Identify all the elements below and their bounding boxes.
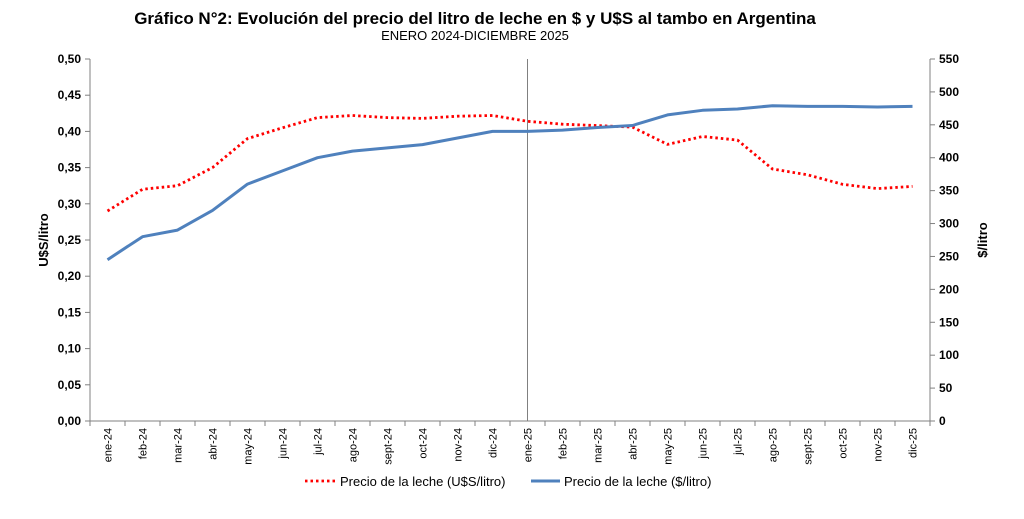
y-right-tick-label: 450 (939, 118, 959, 132)
x-tick-label: feb-25 (558, 428, 570, 459)
x-tick-label: ago-24 (348, 428, 360, 462)
x-tick-label: oct-25 (838, 428, 850, 459)
x-tick-label: mar-25 (593, 428, 605, 463)
legend-label: Precio de la leche (U$S/litro) (340, 474, 505, 489)
x-tick-label: nov-25 (873, 428, 885, 462)
series-line-usd (108, 116, 913, 212)
y-right-tick-label: 0 (939, 414, 946, 428)
y-left-tick-label: 0,10 (58, 342, 82, 356)
x-tick-label: ene-25 (523, 428, 535, 462)
y-right-tick-label: 200 (939, 282, 959, 296)
x-tick-label: jul-25 (733, 428, 745, 456)
x-tick-label: oct-24 (418, 428, 430, 459)
y-left-tick-label: 0,40 (58, 124, 82, 138)
x-tick-label: nov-24 (453, 428, 465, 462)
y-left-tick-label: 0,25 (58, 233, 82, 247)
y-left-tick-label: 0,00 (58, 414, 82, 428)
legend-label: Precio de la leche ($/litro) (564, 474, 711, 489)
x-tick-label: may-24 (243, 428, 255, 465)
x-tick-label: dic-24 (488, 428, 500, 458)
x-tick-label: abr-25 (628, 428, 640, 460)
chart-subtitle: ENERO 2024-DICIEMBRE 2025 (381, 28, 569, 43)
y-left-axis-title: U$S/litro (36, 213, 51, 267)
chart-title: Gráfico N°2: Evolución del precio del li… (134, 9, 816, 28)
x-tick-label: jul-24 (313, 428, 325, 456)
y-right-axis-title: $/litro (975, 222, 990, 257)
y-right-tick-label: 300 (939, 217, 959, 231)
y-right-tick-label: 500 (939, 85, 959, 99)
x-tick-label: jun-25 (698, 428, 710, 460)
y-left-tick-label: 0,15 (58, 305, 82, 319)
x-tick-label: jun-24 (278, 428, 290, 460)
y-left-tick-label: 0,20 (58, 269, 82, 283)
y-left-tick-label: 0,30 (58, 197, 82, 211)
x-tick-label: sept-25 (803, 428, 815, 465)
y-right-tick-label: 400 (939, 151, 959, 165)
series-line-ars (108, 106, 913, 260)
y-left-tick-label: 0,50 (58, 52, 82, 66)
x-tick-label: sept-24 (383, 428, 395, 465)
x-tick-label: ago-25 (768, 428, 780, 462)
y-right-tick-label: 250 (939, 249, 959, 263)
x-tick-label: abr-24 (208, 428, 220, 460)
y-right-tick-label: 350 (939, 184, 959, 198)
x-tick-label: may-25 (663, 428, 675, 465)
y-left-tick-label: 0,05 (58, 378, 82, 392)
y-right-tick-label: 150 (939, 315, 959, 329)
y-right-tick-label: 50 (939, 381, 953, 395)
y-left-tick-label: 0,45 (58, 88, 82, 102)
y-right-tick-label: 550 (939, 52, 959, 66)
x-tick-label: ene-24 (103, 428, 115, 462)
y-left-tick-label: 0,35 (58, 161, 82, 175)
y-right-tick-label: 100 (939, 348, 959, 362)
x-tick-label: dic-25 (908, 428, 920, 458)
x-tick-label: feb-24 (138, 428, 150, 459)
x-tick-label: mar-24 (173, 428, 185, 463)
